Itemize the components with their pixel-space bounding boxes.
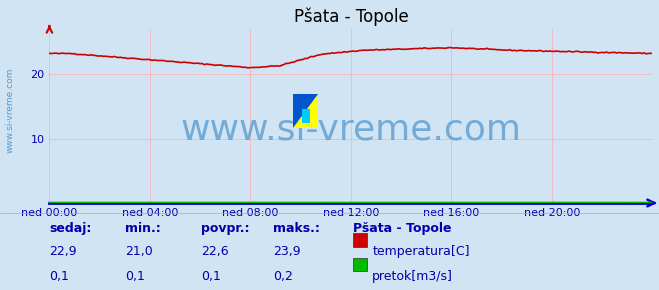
Text: www.si-vreme.com: www.si-vreme.com [181, 113, 521, 147]
Text: 21,0: 21,0 [125, 245, 153, 258]
Polygon shape [293, 94, 318, 128]
Text: povpr.:: povpr.: [201, 222, 250, 235]
Text: 22,6: 22,6 [201, 245, 229, 258]
Text: Pšata - Topole: Pšata - Topole [353, 222, 451, 235]
Text: 0,2: 0,2 [273, 270, 293, 283]
Text: sedaj:: sedaj: [49, 222, 92, 235]
Text: 23,9: 23,9 [273, 245, 301, 258]
Title: Pšata - Topole: Pšata - Topole [293, 8, 409, 26]
Text: pretok[m3/s]: pretok[m3/s] [372, 270, 453, 283]
Polygon shape [293, 94, 318, 128]
Text: temperatura[C]: temperatura[C] [372, 245, 470, 258]
Text: 0,1: 0,1 [201, 270, 221, 283]
Text: 22,9: 22,9 [49, 245, 77, 258]
Text: www.si-vreme.com: www.si-vreme.com [5, 68, 14, 153]
Text: maks.:: maks.: [273, 222, 320, 235]
Text: 0,1: 0,1 [125, 270, 145, 283]
Polygon shape [302, 109, 310, 123]
Text: 0,1: 0,1 [49, 270, 69, 283]
Text: min.:: min.: [125, 222, 161, 235]
